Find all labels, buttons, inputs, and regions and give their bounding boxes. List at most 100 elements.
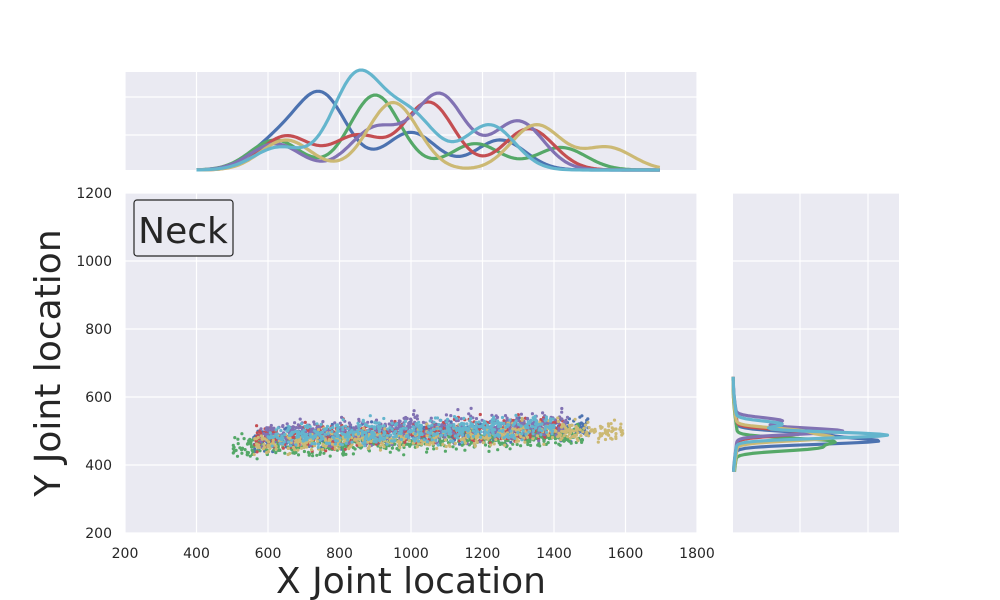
scatter-point (373, 421, 377, 425)
scatter-point (463, 441, 468, 445)
scatter-point (453, 434, 457, 438)
right-gridlines (733, 192, 899, 534)
scatter-point (510, 435, 514, 439)
scatter-point (234, 448, 238, 452)
scatter-point (477, 420, 481, 424)
scatter-point (309, 428, 313, 432)
scatter-point (297, 426, 301, 430)
scatter-point (378, 439, 382, 443)
scatter-point (438, 427, 442, 431)
scatter-point (467, 412, 471, 416)
scatter-point (286, 446, 290, 450)
scatter-point (377, 427, 381, 431)
scatter-point (357, 427, 361, 432)
scatter-point (279, 429, 283, 433)
scatter-point (509, 440, 513, 444)
scatter-point (446, 426, 450, 430)
scatter-point (299, 422, 304, 426)
scatter-point (494, 438, 498, 442)
scatter-point (404, 427, 408, 431)
scatter-point (472, 442, 476, 446)
scatter-point (313, 442, 317, 446)
scatter-point (250, 448, 254, 452)
scatter-point (388, 425, 392, 429)
scatter-point (580, 437, 584, 442)
scatter-point (425, 422, 429, 426)
scatter-point (274, 434, 278, 438)
scatter-point (401, 426, 405, 430)
scatter-point (549, 419, 553, 423)
scatter-point (535, 434, 540, 438)
scatter-point (456, 433, 460, 437)
scatter-point (322, 427, 326, 431)
scatter-point (318, 438, 322, 442)
scatter-point (281, 424, 285, 429)
scatter-point (420, 432, 424, 437)
scatter-point (568, 424, 572, 428)
scatter-point (572, 429, 576, 433)
scatter-point (298, 417, 302, 421)
scatter-point (443, 438, 448, 442)
scatter-point (495, 428, 499, 432)
scatter-point (293, 421, 297, 425)
y-axis-label: Y Joint location (28, 229, 69, 497)
scatter-point (568, 439, 572, 443)
scatter-point (319, 430, 323, 435)
scatter-point (411, 437, 415, 441)
scatter-point (543, 427, 547, 431)
scatter-point (330, 442, 335, 446)
scatter-point (531, 437, 535, 441)
scatter-point (232, 445, 236, 449)
scatter-point (245, 450, 249, 454)
scatter-point (444, 430, 448, 434)
scatter-point (609, 436, 613, 440)
scatter-point (341, 432, 345, 436)
scatter-point (527, 430, 531, 434)
scatter-point (444, 444, 448, 449)
scatter-point (376, 424, 380, 429)
scatter-point (599, 426, 603, 430)
scatter-point (334, 432, 339, 436)
scatter-point (451, 439, 455, 443)
scatter-point (341, 425, 345, 429)
scatter-point (443, 433, 447, 437)
scatter-point (283, 427, 287, 431)
scatter-point (370, 430, 374, 434)
y-tick-label: 1200 (76, 186, 112, 202)
scatter-point (517, 423, 521, 427)
scatter-point (394, 434, 398, 438)
scatter-point (293, 448, 297, 452)
scatter-point (344, 424, 348, 428)
scatter-point (554, 426, 559, 430)
scatter-point (544, 415, 549, 419)
scatter-point (560, 436, 564, 440)
scatter-point (593, 429, 597, 433)
scatter-point (503, 443, 507, 447)
scatter-point (326, 431, 330, 436)
scatter-point (233, 436, 237, 440)
scatter-point (540, 429, 544, 433)
scatter-point (469, 414, 473, 418)
scatter-point (255, 450, 259, 454)
x-tick-label: 200 (112, 546, 139, 562)
scatter-point (357, 417, 361, 421)
scatter-point (575, 426, 580, 430)
scatter-point (548, 417, 553, 421)
scatter-point (261, 436, 265, 440)
scatter-point (338, 421, 342, 425)
scatter-point (502, 436, 506, 440)
scatter-point (541, 411, 545, 415)
scatter-point (525, 416, 530, 421)
scatter-points (231, 406, 625, 461)
scatter-point (276, 426, 280, 430)
scatter-point (519, 444, 523, 448)
scatter-point (409, 428, 413, 432)
scatter-point (566, 435, 570, 439)
scatter-point (585, 431, 589, 435)
scatter-point (435, 426, 439, 430)
scatter-point (538, 444, 542, 448)
scatter-point (471, 434, 475, 438)
scatter-point (349, 430, 353, 434)
scatter-point (294, 426, 298, 430)
scatter-point (379, 436, 383, 440)
